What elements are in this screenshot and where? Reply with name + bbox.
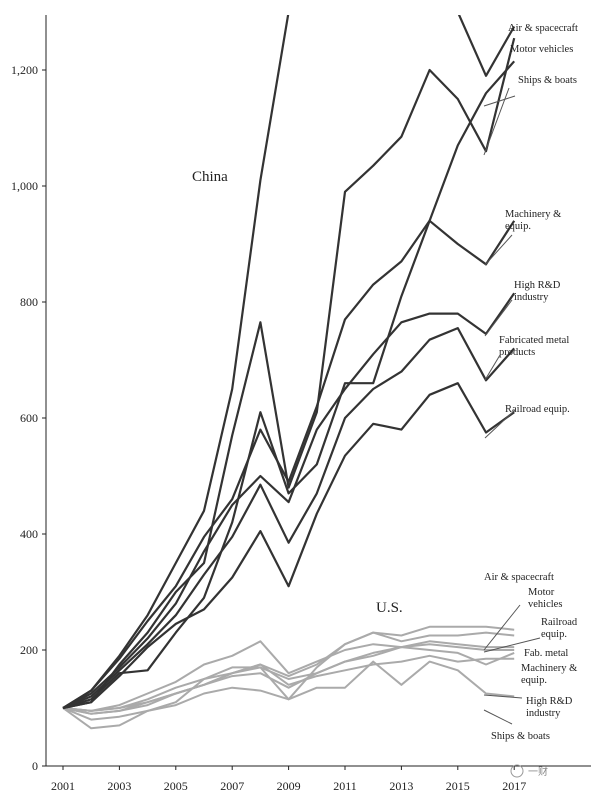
series-label-us: Ships & boats xyxy=(491,731,550,742)
y-tick-label: 1,000 xyxy=(11,179,38,193)
x-tick-label: 2015 xyxy=(446,779,470,793)
series-label-us: Machinery & equip. xyxy=(521,663,577,686)
y-tick-label: 600 xyxy=(20,411,38,425)
label-leader-line xyxy=(483,709,513,725)
series-label-china: Machinery & equip. xyxy=(505,209,561,232)
series-labels: Air & spacecraft Motor vehicles Ships & bo… xyxy=(483,23,578,742)
label-leader-line xyxy=(484,234,513,266)
series-line-us-railroad-equip- xyxy=(62,640,515,712)
series-line-us-fab-metal xyxy=(62,643,515,715)
series-label-us: Motor vehicles xyxy=(528,587,562,610)
series-line-china-ships-boats xyxy=(62,60,516,710)
x-tick-label: 2001 xyxy=(51,779,75,793)
series-label-us: Air & spacecraft xyxy=(484,572,554,583)
china-group-label: China xyxy=(192,169,228,185)
series-label-us: High R&D industry xyxy=(526,696,573,719)
label-leader-line xyxy=(484,354,501,381)
series-label-china: Motor vehicles xyxy=(510,44,573,55)
x-tick-label: 2009 xyxy=(277,779,301,793)
wechat-icon xyxy=(510,764,524,778)
label-leader-line xyxy=(483,637,541,653)
x-tick-label: 2007 xyxy=(220,779,244,793)
series-label-china: Railroad equip. xyxy=(505,404,570,415)
axes: 0 200 400 600 800 1,000 1,200 2001 2003 2005 2007 2… xyxy=(11,15,591,793)
y-tick-label: 800 xyxy=(20,295,38,309)
y-tick-label: 1,200 xyxy=(11,63,38,77)
label-leader-line xyxy=(483,694,523,699)
watermark: 一财 xyxy=(510,764,548,778)
series-label-china: Air & spacecraft xyxy=(508,23,578,34)
series-line-china-motor-vehicles xyxy=(62,37,516,710)
y-tick-label: 0 xyxy=(32,759,38,773)
series-line-china-railroad-equip- xyxy=(62,382,515,710)
series-line-china-fabricated-metal-products xyxy=(62,327,516,710)
label-leader-line xyxy=(483,604,521,651)
x-tick-label: 2017 xyxy=(502,779,526,793)
series-line-china-high-r-d-industry xyxy=(62,292,516,709)
x-tick-label: 2005 xyxy=(164,779,188,793)
series-line-us-high-r-d-industry xyxy=(62,654,515,712)
series-line-china-air-spacecraft xyxy=(62,15,516,709)
us-group-label: U.S. xyxy=(376,600,403,616)
series-label-china: High R&D industry xyxy=(514,280,561,303)
series-line-us-ships-boats xyxy=(62,660,515,730)
series-label-china: Ships & boats xyxy=(518,75,577,86)
label-leader-line xyxy=(484,409,516,439)
series-layer xyxy=(62,15,516,730)
label-leader-line xyxy=(484,299,513,337)
x-tick-label: 2011 xyxy=(333,779,357,793)
series-line-china-machinery-equip- xyxy=(62,219,516,709)
series-label-china: Fabricated metal products xyxy=(499,335,569,358)
y-tick-label: 400 xyxy=(20,527,38,541)
label-leader-line xyxy=(483,87,510,156)
watermark-text: 一财 xyxy=(528,765,548,778)
series-label-us: Railroad equip. xyxy=(541,617,578,640)
series-label-us: Fab. metal xyxy=(524,648,568,659)
x-tick-label: 2003 xyxy=(107,779,131,793)
series-line-us-machinery-equip- xyxy=(62,646,515,715)
x-tick-label: 2013 xyxy=(389,779,413,793)
label-leader-line xyxy=(483,95,516,107)
y-tick-label: 200 xyxy=(20,643,38,657)
